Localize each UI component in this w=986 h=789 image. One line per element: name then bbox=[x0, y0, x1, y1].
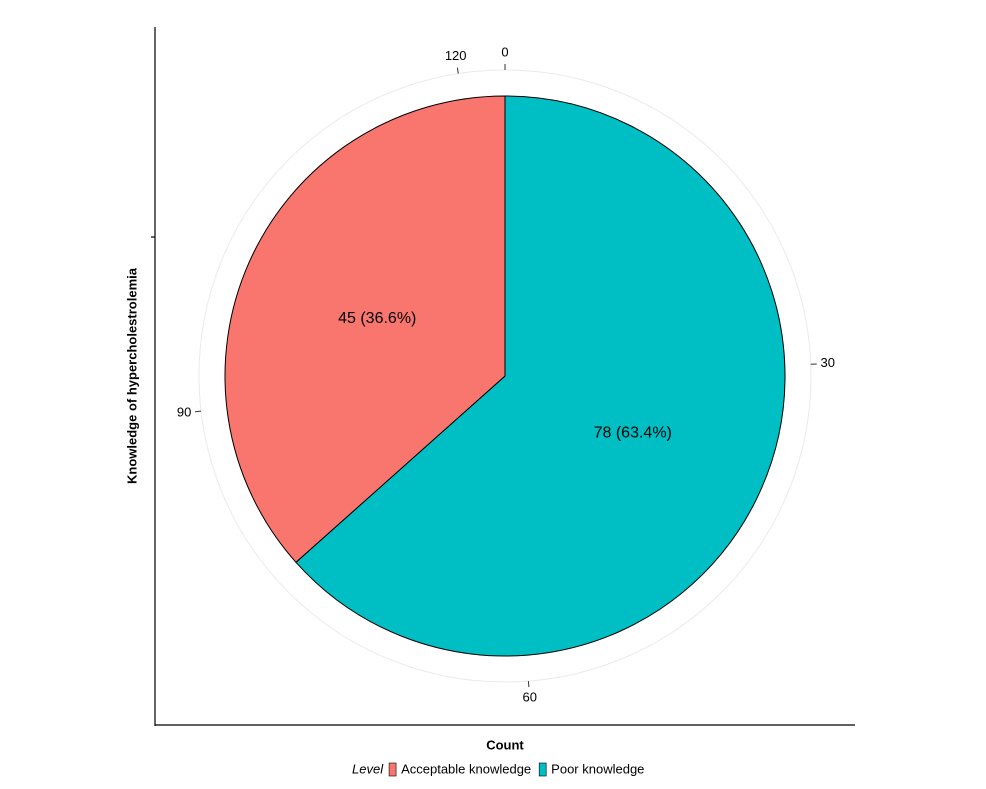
pie-slice bbox=[224, 95, 506, 563]
theta-tick-label: 120 bbox=[445, 48, 467, 63]
legend-label: Acceptable knowledge bbox=[401, 761, 531, 776]
pie-slice bbox=[295, 95, 786, 657]
theta-tick-label: 90 bbox=[177, 404, 191, 419]
theta-tick bbox=[456, 67, 459, 74]
legend-title: Level bbox=[352, 761, 384, 776]
theta-tick-label: 0 bbox=[501, 44, 508, 59]
legend-label: Poor knowledge bbox=[551, 761, 644, 776]
theta-tick-label: 30 bbox=[821, 355, 835, 370]
theta-tick bbox=[195, 410, 202, 413]
x-axis-title: Count bbox=[486, 737, 524, 752]
legend: Level Acceptable knowledge Poor knowledge bbox=[352, 761, 644, 776]
legend-key bbox=[388, 762, 397, 777]
theta-tick-label: 60 bbox=[522, 689, 536, 704]
legend-key bbox=[538, 762, 547, 777]
value-label: 45 (36.6%) bbox=[338, 310, 416, 327]
value-label: 78 (63.4%) bbox=[594, 424, 672, 441]
y-axis-title: Knowledge of hypercholestrolemia bbox=[124, 267, 139, 484]
